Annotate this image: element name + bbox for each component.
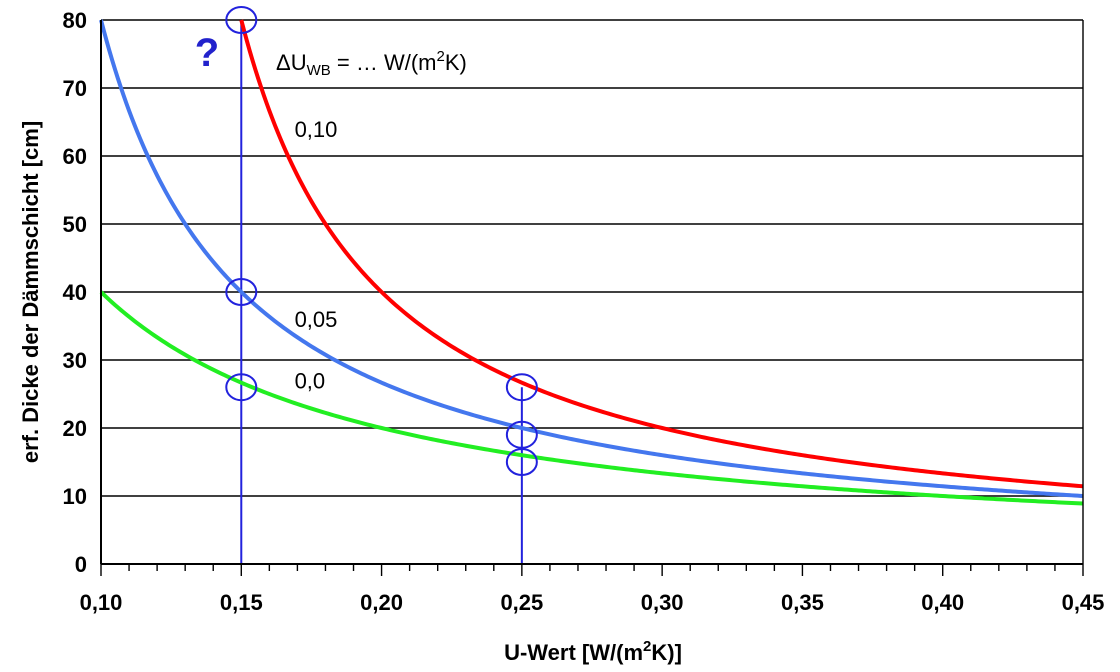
y-tick-label: 0 [75,552,87,577]
legend-sup: 2 [436,48,444,65]
series-label-2: 0,05 [295,307,338,332]
x-tick-label: 0,35 [781,590,824,615]
x-tick-label: 0,25 [500,590,543,615]
marker-circle-2 [225,278,258,306]
y-tick-label: 40 [63,280,87,305]
x-tick-label: 0,30 [641,590,684,615]
x-axis-title-sup: 2 [643,638,651,655]
x-tick-label: 0,15 [220,590,263,615]
x-tick-label: 0,10 [80,590,123,615]
question-mark: ? [195,31,219,75]
series-line-1 [239,19,1084,489]
y-tick-label: 50 [63,212,87,237]
x-axis-title: U-Wert [W/(m2K)] [504,638,682,665]
series-label-3: 0,0 [295,368,326,393]
y-tick-label: 20 [63,416,87,441]
marker-circle-5 [505,420,538,449]
legend-end: K) [445,50,467,75]
marker-circles [225,6,538,476]
marker-circle-4 [505,373,538,402]
x-tick-label: 0,40 [921,590,964,615]
series-lines [99,19,1084,506]
x-axis-title-main: U-Wert [W/(m [504,640,643,665]
y-tick-label: 80 [63,8,87,33]
legend-title: ΔUWB = … W/(m2K) [276,48,467,79]
series-label-1: 0,10 [295,117,338,142]
y-tick-label: 70 [63,76,87,101]
series-line-2 [99,19,1084,498]
x-tick-labels: 0,10 0,15 0,20 0,25 0,30 0,35 0,40 0,45 [80,590,1105,615]
axes [100,20,1084,576]
series-labels: 0,10 0,05 0,0 [295,117,338,394]
y-tick-labels: 0 10 20 30 40 50 60 70 80 [63,8,87,577]
grid-lines [101,19,1083,497]
y-tick-label: 30 [63,348,87,373]
legend-mid: = … W/(m [331,50,437,75]
x-tick-label: 0,20 [360,590,403,615]
x-tick-label: 0,45 [1062,590,1105,615]
x-axis-title-end: K)] [651,640,682,665]
legend-prefix: ΔU [276,50,307,75]
series-line-3 [99,290,1084,506]
y-axis-title: erf. Dicke der Dämmschicht [cm] [18,121,43,463]
legend-sub: WB [307,62,331,79]
marker-circle-1 [225,6,258,34]
marker-circle-3 [225,373,258,402]
y-tick-label: 60 [63,144,87,169]
y-tick-label: 10 [63,484,87,509]
marker-circle-6 [505,448,538,476]
